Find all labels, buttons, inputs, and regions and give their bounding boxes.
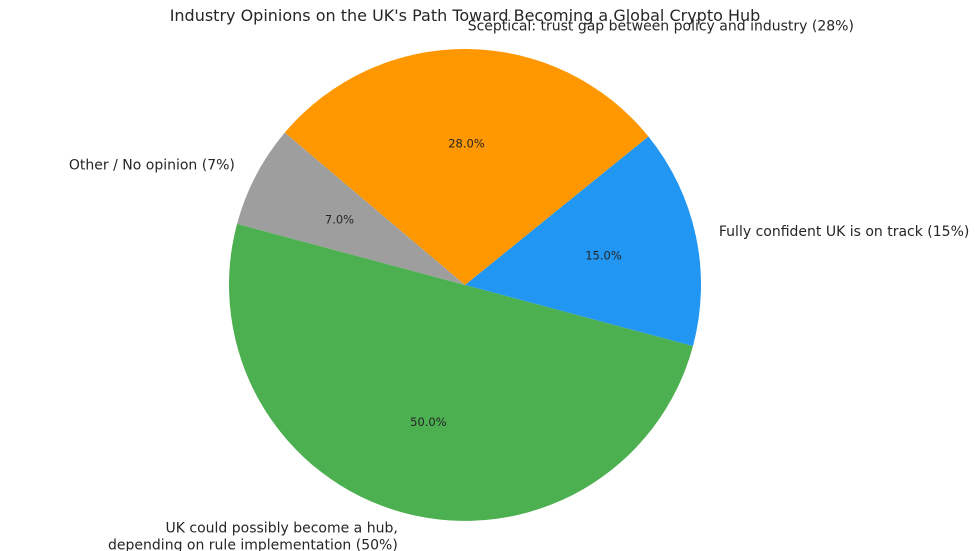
slice-label-2: Other / No opinion (7%) [69, 158, 235, 174]
slice-label-line: Other / No opinion (7%) [69, 158, 235, 174]
pie-slice-0 [465, 136, 702, 347]
slice-label-1: Sceptical: trust gap between policy and … [468, 18, 854, 34]
chart-title: Industry Opinions on the UK's Path Towar… [170, 6, 761, 25]
slice-labels: Fully confident UK is on track (15%) Scep… [69, 18, 969, 551]
pie-slice-1 [284, 48, 649, 286]
pie-slice-2 [237, 132, 465, 285]
slice-percent-label-1: 28.0% [448, 136, 485, 150]
slice-percent-label-3: 50.0% [410, 415, 447, 429]
slice-label-line: Sceptical: trust gap between policy and … [468, 18, 854, 34]
slice-label-0: Fully confident UK is on track (15%) [719, 224, 969, 240]
slice-label-line: UK could possibly become a hub, [166, 520, 398, 536]
slice-label-line: Fully confident UK is on track (15%) [719, 224, 969, 240]
slice-percent-label-2: 7.0% [325, 212, 354, 226]
percent-labels: 15.0% 28.0% 7.0% 50.0% [325, 136, 622, 428]
pie-slices [229, 48, 702, 521]
pie-slice-3 [229, 223, 693, 521]
slice-label-3: UK could possibly become a hub, depending… [108, 520, 398, 551]
slice-percent-label-0: 15.0% [585, 249, 622, 263]
slice-label-line: depending on rule implementation (50%) [108, 537, 398, 551]
